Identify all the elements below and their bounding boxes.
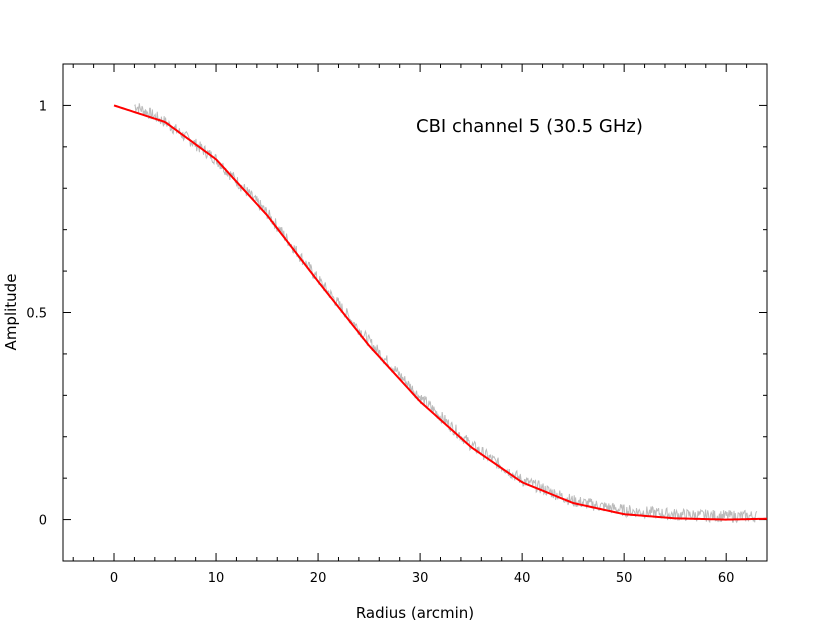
x-axis-title: Radius (arcmin) <box>356 604 474 622</box>
x-tick-labels: 0 10 20 30 40 50 60 <box>110 571 735 586</box>
y-tick-label: 0 <box>39 514 47 529</box>
axis-ticks <box>63 63 768 562</box>
x-tick-label: 40 <box>514 571 531 586</box>
x-tick-label: 20 <box>310 571 327 586</box>
y-tick-label: 0.5 <box>26 307 47 322</box>
y-axis-title: Amplitude <box>2 274 20 351</box>
series-layer <box>113 103 768 524</box>
plot-frame <box>62 63 768 562</box>
x-tick-label: 50 <box>616 571 633 586</box>
x-tick-label: 10 <box>208 571 225 586</box>
annotation-label: CBI channel 5 (30.5 GHz) <box>416 116 643 137</box>
data-band <box>134 103 758 524</box>
y-tick-labels: 00.51 <box>26 99 47 528</box>
x-tick-label: 0 <box>110 571 118 586</box>
x-tick-label: 60 <box>718 571 735 586</box>
model-line <box>113 104 768 521</box>
x-tick-label: 30 <box>412 571 429 586</box>
y-tick-label: 1 <box>39 99 47 114</box>
